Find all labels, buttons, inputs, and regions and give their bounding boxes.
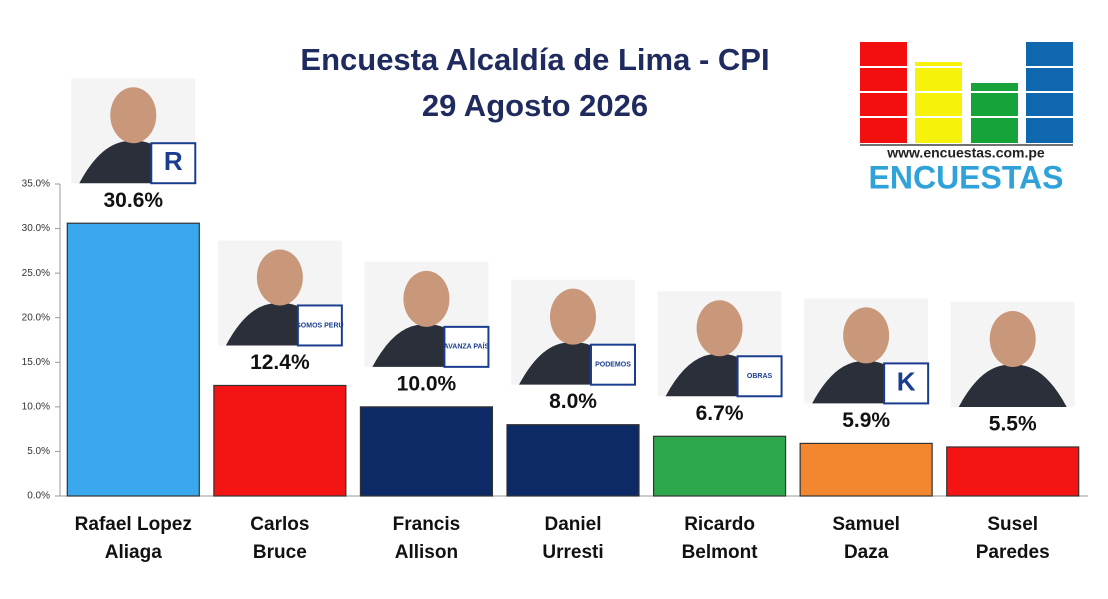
x-tick-label: Samuel [832,514,900,535]
value-label: 6.7% [696,402,744,425]
value-label: 12.4% [250,351,310,374]
candidate-photo: R [71,78,197,185]
party-badge [736,355,783,398]
x-tick-label: Carlos [250,514,309,535]
logo-name: ENCUESTAS [869,159,1064,195]
party-badge [883,362,930,405]
y-tick-label: 35.0% [22,179,50,190]
photo-head [843,307,890,364]
bar [213,384,347,497]
value-label: 30.6% [104,189,164,212]
x-tick-label: Rafael Lopez [75,514,192,535]
logo-bar [915,62,962,143]
y-tick-label: 5.0% [27,446,50,457]
x-tick-label: Paredes [976,542,1050,563]
party-label: AVANZA PAÍS [444,342,490,351]
photo-head [403,270,450,327]
bar [652,435,787,497]
bar [66,222,200,497]
party-badge [150,142,197,185]
party-badge [296,304,343,347]
x-tick-label: Francis [393,514,461,535]
photo-head [989,310,1036,367]
candidate-photo [950,301,1075,407]
value-label: 5.5% [989,413,1037,436]
y-tick-label: 15.0% [22,357,50,368]
photo-head [110,87,157,144]
x-tick-label: Urresti [542,542,603,563]
party-badge [590,343,636,386]
bar [506,424,640,497]
x-tick-label: Aliaga [105,542,162,563]
candidate-photo: OBRAS [657,291,783,398]
bar [799,442,933,497]
y-tick-label: 10.0% [22,401,50,412]
chart-subtitle: 29 Agosto 2026 [422,88,648,123]
bar [359,406,494,497]
y-tick-label: 20.0% [22,312,50,323]
candidate-photo: AVANZA PAÍS [364,261,490,368]
x-tick-label: Allison [395,542,458,563]
x-tick-label: Ricardo [684,514,755,535]
bar [946,446,1080,497]
party-label: SOMOS PERU [296,322,343,329]
photo-head [256,249,303,306]
y-tick-label: 30.0% [22,223,50,234]
candidate-photo: SOMOS PERU [217,240,344,347]
value-label: 5.9% [842,409,890,432]
candidate-photo: PODEMOS [511,279,636,386]
y-tick-label: 25.0% [22,268,50,279]
x-tick-label: Daza [844,542,889,563]
party-label: PODEMOS [595,362,631,369]
y-tick-label: 0.0% [27,491,50,502]
party-label: K [897,366,916,396]
photo-body [958,364,1067,407]
chart-title: Encuesta Alcaldía de Lima - CPI [300,42,769,77]
x-tick-label: Bruce [253,542,307,563]
photo-head [550,288,596,345]
logo-url: www.encuestas.com.pe [886,145,1045,161]
party-label: OBRAS [747,373,773,380]
x-tick-label: Susel [987,514,1038,535]
party-label: R [164,146,183,176]
candidate-photo: K [804,298,930,405]
x-tick-label: Belmont [682,542,759,563]
value-label: 8.0% [549,390,597,413]
party-badge [443,325,490,368]
logo: www.encuestas.com.pe ENCUESTAS [860,42,1073,195]
logo-lines [860,66,1073,118]
x-tick-label: Daniel [544,514,601,535]
photo-head [696,300,743,357]
value-label: 10.0% [397,372,457,395]
